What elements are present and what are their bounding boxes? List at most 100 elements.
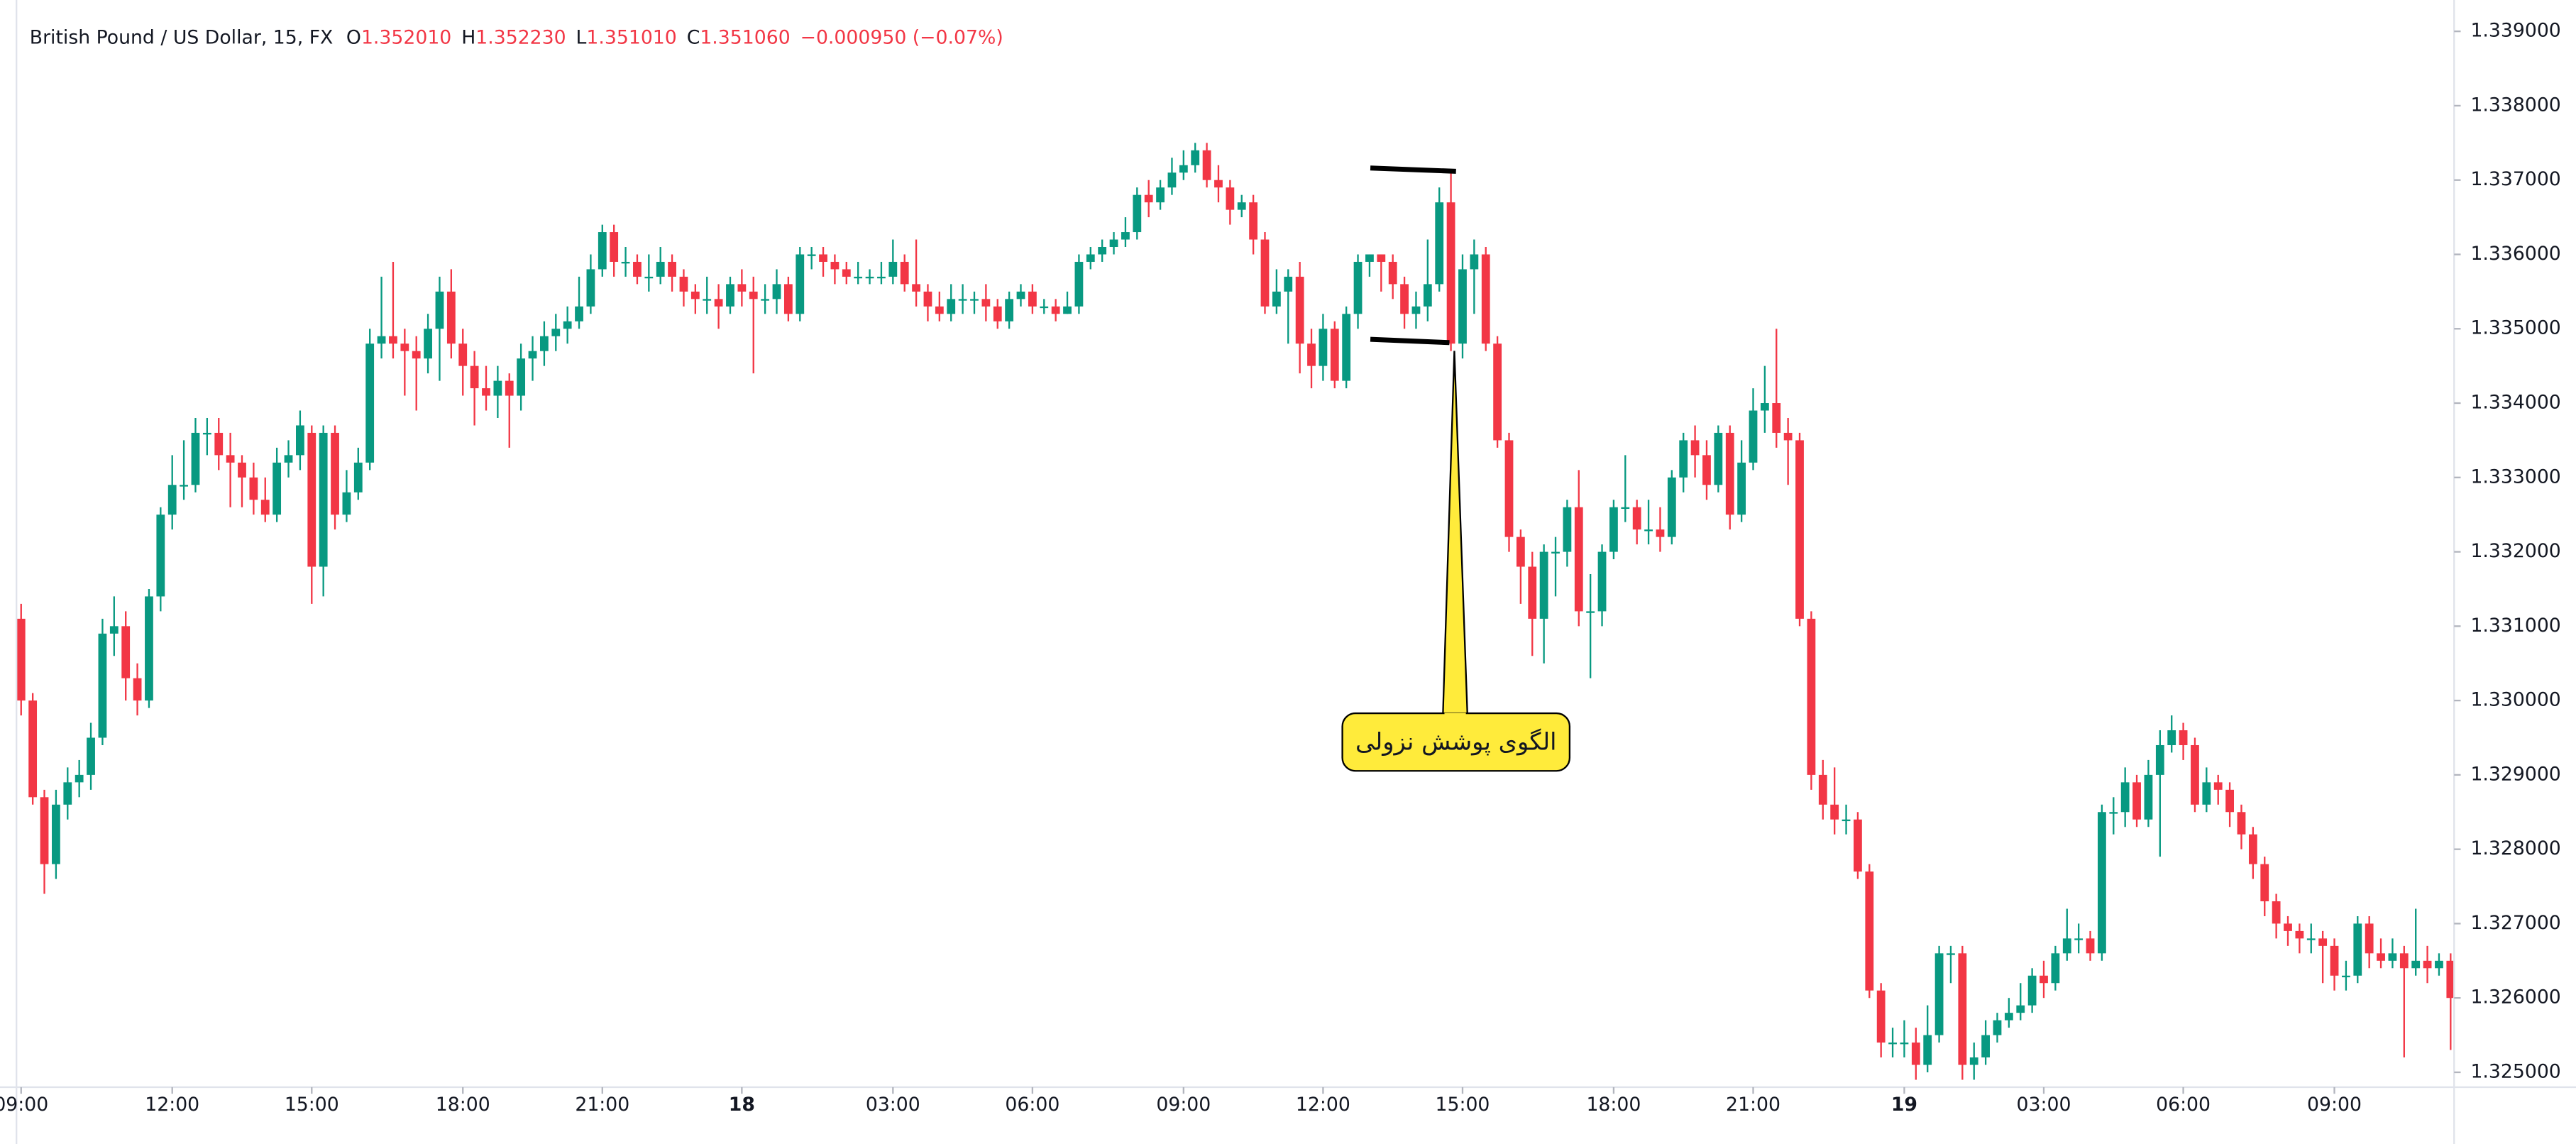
candle-body — [156, 515, 165, 597]
candle-body — [365, 343, 375, 463]
candle-body — [2377, 953, 2385, 961]
candle-body — [1842, 819, 1851, 822]
bracket-bottom — [1370, 336, 1450, 346]
candle-body — [1214, 180, 1223, 188]
candle-body — [947, 299, 956, 314]
candle-body — [575, 306, 583, 321]
candle-body — [761, 299, 770, 301]
candle-body — [783, 284, 793, 314]
candle-body — [2040, 975, 2048, 984]
candle-body — [1958, 953, 1967, 1065]
candle-body — [1481, 254, 1490, 344]
candle-body — [1854, 819, 1862, 872]
candle-body — [2306, 938, 2316, 940]
y-tick-label: 1.326000 — [2470, 986, 2560, 1008]
candle-body — [2388, 953, 2397, 961]
change: −0.000950 (−0.07%) — [800, 26, 1003, 48]
candle-body — [412, 351, 421, 359]
candle-body — [610, 232, 619, 262]
candle-body — [1690, 440, 1700, 456]
candle-body — [353, 462, 363, 493]
candle-body — [1388, 261, 1397, 285]
candle-body — [923, 291, 932, 307]
ohlc-value: 1.351010 — [586, 26, 676, 48]
y-tick-label: 1.334000 — [2470, 392, 2560, 414]
candle-body — [2353, 923, 2362, 976]
y-tick-label: 1.333000 — [2470, 466, 2560, 488]
candle-body — [528, 351, 537, 359]
candle-body — [435, 291, 444, 329]
candle-body — [75, 774, 84, 783]
candle-body — [1714, 432, 1723, 485]
candle-body — [319, 432, 328, 567]
candle-body — [1237, 202, 1246, 210]
candle-body — [2318, 938, 2328, 946]
candle-body — [1725, 432, 1734, 515]
candle-body — [598, 232, 607, 270]
candle-body — [772, 284, 781, 299]
candle-body — [1342, 314, 1351, 381]
candle-body — [2086, 938, 2095, 954]
candle-body — [703, 299, 712, 301]
header: British Pound / US Dollar, 15, FX O1.3520… — [30, 26, 1003, 48]
candle-body — [517, 358, 526, 396]
ohlc-value: 1.352230 — [475, 26, 566, 48]
y-tick-label: 1.336000 — [2470, 243, 2560, 265]
candle-body — [2062, 938, 2071, 954]
candle-body — [1330, 329, 1339, 381]
candle-body — [214, 432, 224, 456]
y-tick-label: 1.329000 — [2470, 763, 2560, 785]
candle-body — [1667, 477, 1676, 537]
candle-body — [690, 291, 700, 299]
plot-area — [16, 143, 2455, 1080]
candle-body — [1586, 611, 1595, 613]
candle-body — [1319, 329, 1328, 366]
bracket-top — [1370, 165, 1456, 174]
y-tick-label: 1.335000 — [2470, 317, 2560, 339]
candle-body — [1167, 172, 1177, 188]
candle-body — [2016, 1005, 2025, 1013]
candle-body — [2342, 975, 2350, 978]
candle-body — [1400, 284, 1409, 314]
candle-body — [342, 492, 351, 515]
candle-body — [633, 261, 642, 277]
candle-body — [226, 455, 235, 463]
candle-body — [1109, 239, 1118, 248]
candle-body — [1969, 1057, 1978, 1065]
candle-body — [87, 737, 95, 775]
x-tick-label: 09:00 — [2307, 1094, 2362, 1116]
candle-body — [551, 329, 561, 336]
candle-body — [1609, 507, 1618, 552]
y-tick-label: 1.325000 — [2470, 1060, 2560, 1082]
candle-body — [1446, 202, 1455, 344]
candle-body — [2213, 782, 2223, 790]
candle-body — [2365, 923, 2374, 954]
candle-body — [1981, 1035, 1991, 1058]
candle-body — [1795, 440, 1804, 619]
ohlc-name: H — [461, 26, 475, 48]
candle-body — [807, 254, 816, 256]
candle-body — [145, 596, 153, 701]
x-tick-label: 06:00 — [2156, 1094, 2211, 1116]
candle-body — [1249, 202, 1258, 240]
candle-body — [1947, 953, 1955, 955]
candle-body — [668, 261, 676, 277]
candle-body — [2179, 730, 2188, 745]
x-tick-label: 21:00 — [1726, 1094, 1780, 1116]
candle-body — [307, 432, 317, 567]
candle-body — [1528, 566, 1537, 619]
y-tick-label: 1.327000 — [2470, 912, 2560, 934]
candle-body — [52, 804, 60, 864]
candle-body — [2167, 730, 2176, 745]
y-tick-label: 1.338000 — [2470, 94, 2560, 116]
candle-body — [958, 299, 967, 301]
candle-body — [2225, 789, 2234, 813]
candle-body — [1632, 507, 1641, 530]
candle-body — [1993, 1020, 2002, 1035]
candle-body — [1411, 306, 1421, 314]
ohlc-value: 1.352010 — [361, 26, 451, 48]
candle-body — [1156, 187, 1165, 203]
candle-body — [98, 633, 107, 738]
candle-body — [726, 284, 734, 307]
